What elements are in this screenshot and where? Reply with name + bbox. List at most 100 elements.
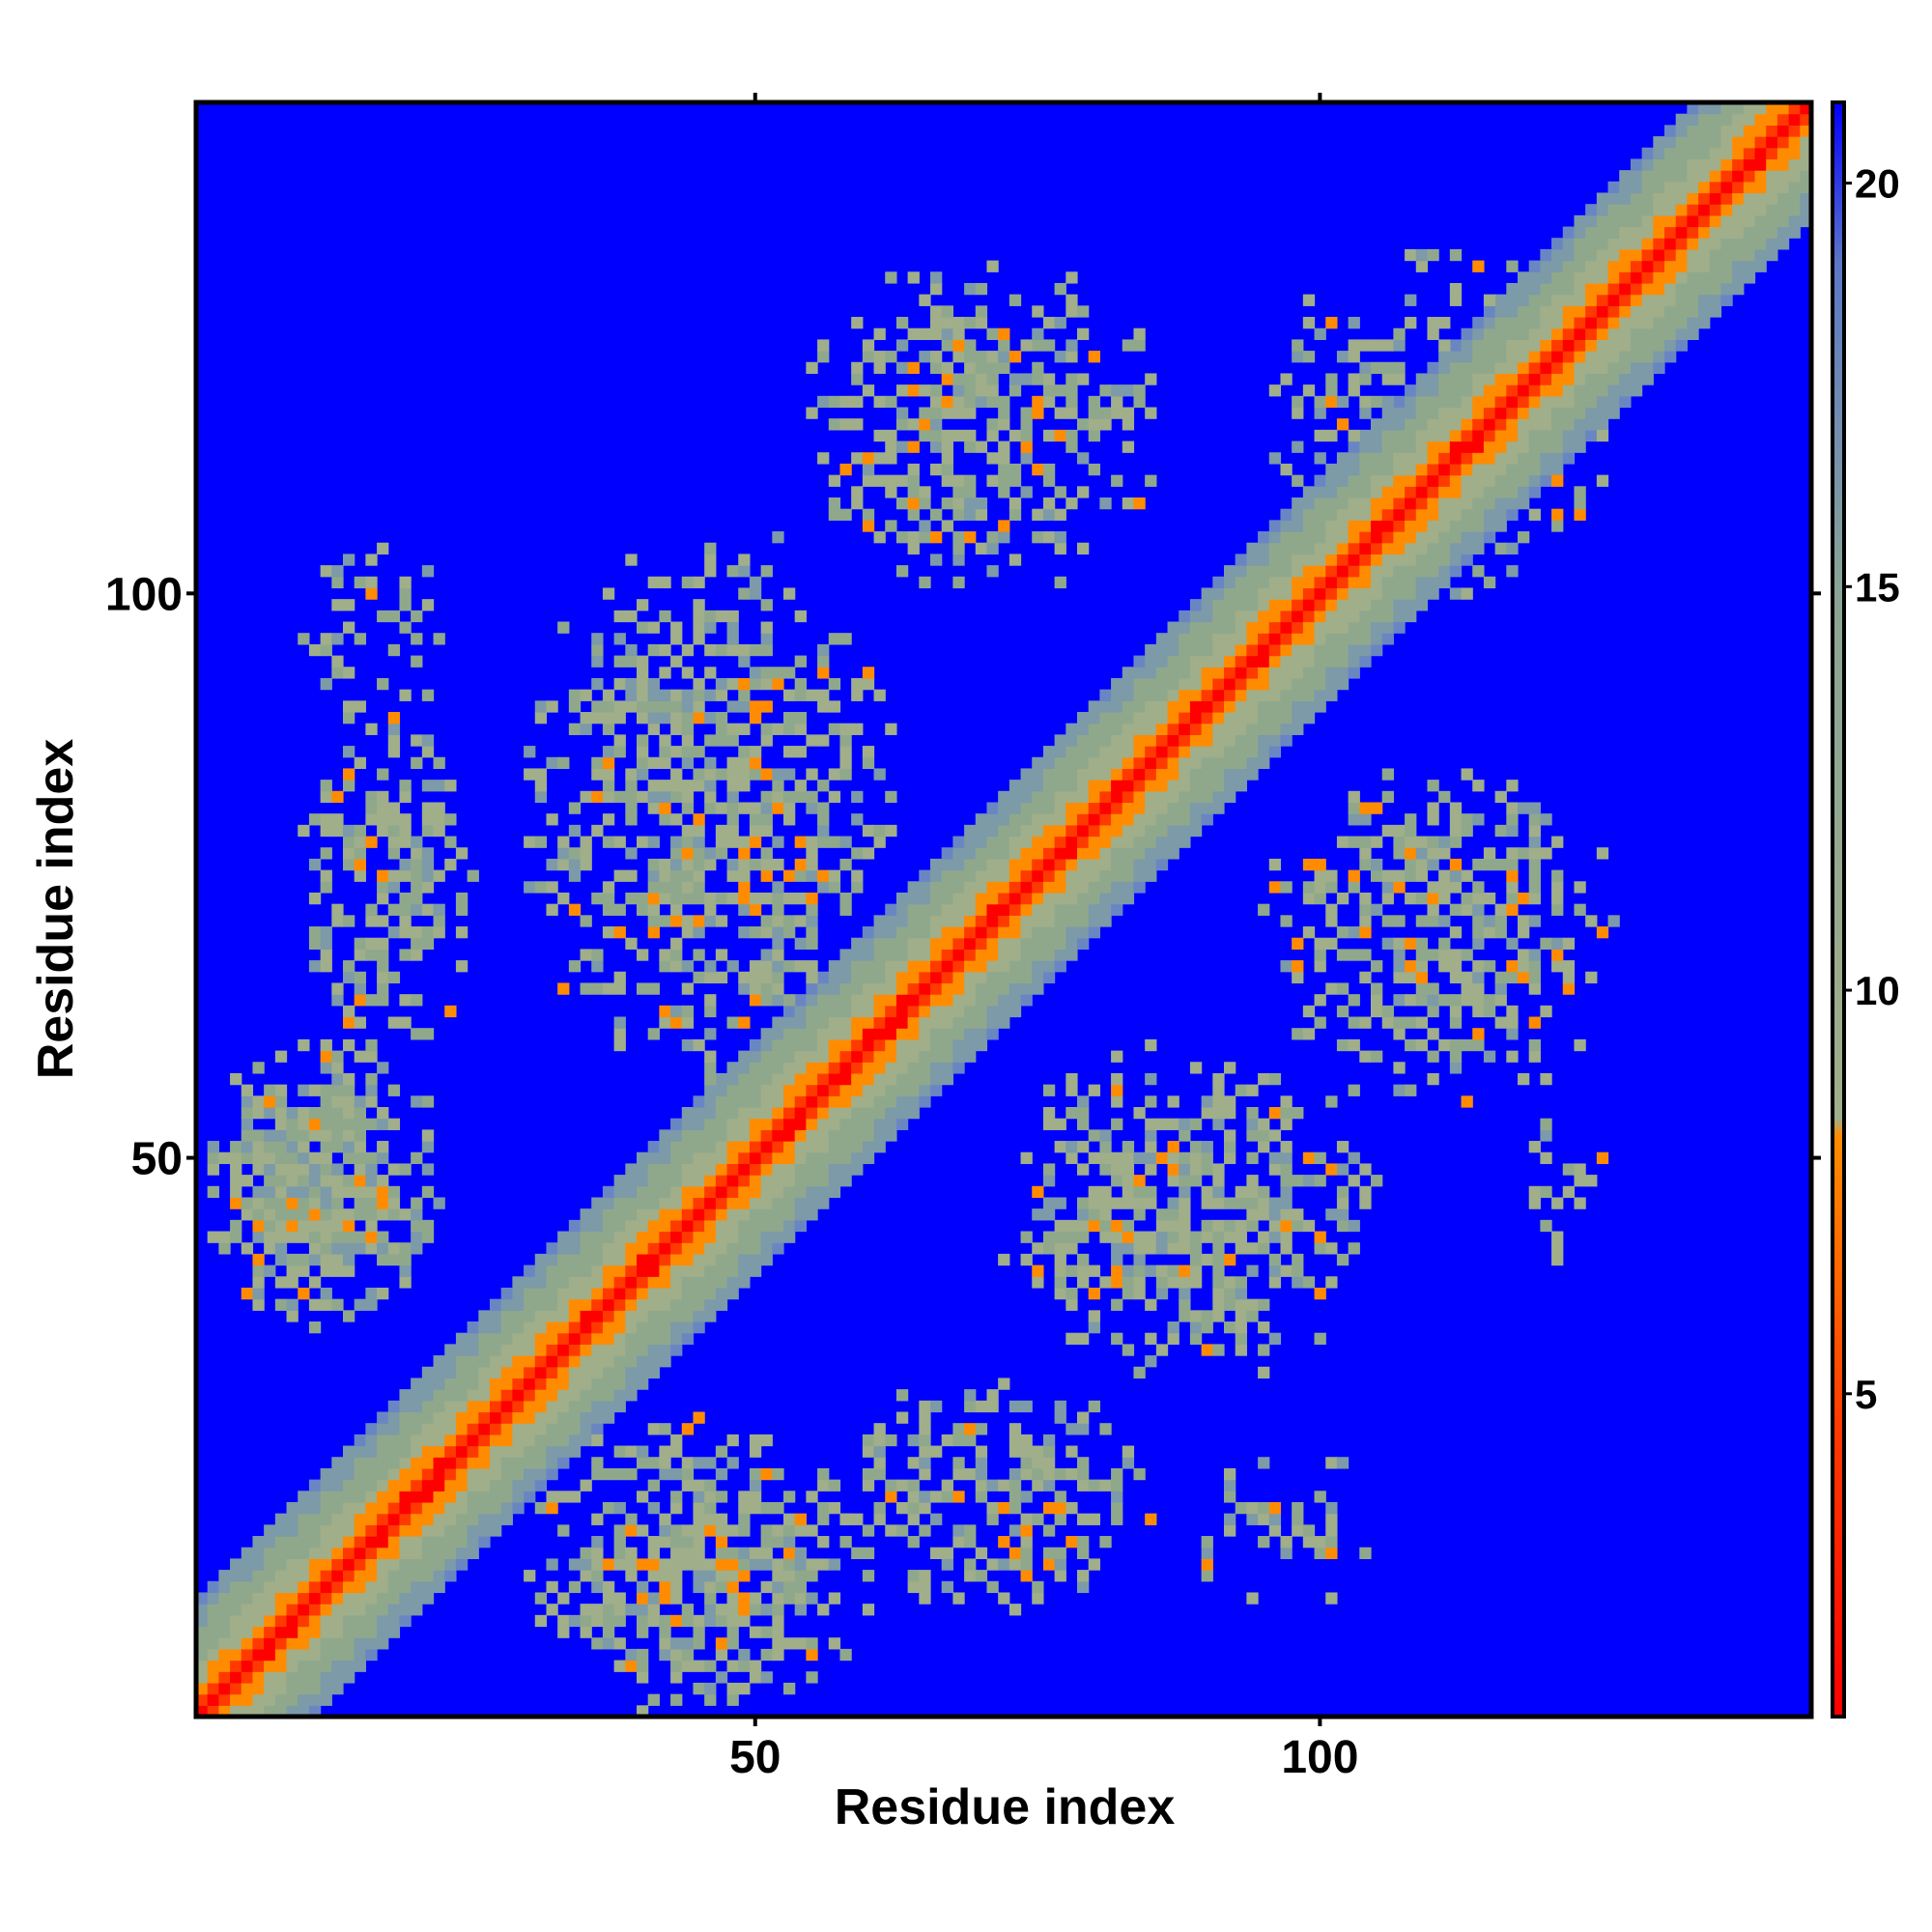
heatmap-cell (975, 497, 988, 510)
heatmap-cell (455, 1400, 469, 1413)
heatmap-cell (1562, 452, 1576, 465)
heatmap-cell (1133, 1276, 1146, 1289)
heatmap-cell (1325, 982, 1338, 995)
heatmap-cell (794, 1038, 807, 1052)
heatmap-cell (602, 926, 615, 939)
heatmap-cell (433, 756, 445, 770)
heatmap-cell (320, 1242, 332, 1255)
heatmap-cell (320, 937, 332, 950)
heatmap-cell (907, 1491, 920, 1503)
heatmap-cell (1472, 463, 1485, 476)
heatmap-cell (693, 1095, 705, 1108)
heatmap-cell (930, 1491, 943, 1503)
heatmap-cell (670, 1660, 683, 1672)
heatmap-cell (354, 1129, 366, 1142)
heatmap-cell (1042, 937, 1056, 950)
heatmap-cell (546, 1344, 558, 1356)
heatmap-cell (343, 599, 355, 611)
heatmap-cell (783, 892, 796, 905)
heatmap-cell (693, 677, 705, 691)
heatmap-cell (637, 1310, 649, 1322)
heatmap-cell (320, 813, 332, 826)
heatmap-cell (241, 1570, 254, 1582)
heatmap-cell (534, 1434, 548, 1447)
heatmap-cell (704, 1242, 717, 1255)
heatmap-cell (365, 1095, 378, 1108)
heatmap-cell (839, 1513, 852, 1525)
heatmap-cell (930, 351, 943, 363)
heatmap-cell (308, 1580, 322, 1594)
heatmap-cell (602, 836, 615, 848)
heatmap-cell (274, 1570, 288, 1582)
heatmap-cell (399, 1501, 412, 1515)
heatmap-cell (749, 1592, 762, 1605)
heatmap-cell (1167, 1095, 1179, 1108)
heatmap-cell (975, 361, 988, 375)
heatmap-cell (1201, 723, 1213, 735)
heatmap-cell (1111, 395, 1123, 409)
heatmap-cell (625, 1513, 638, 1525)
heatmap-cell (794, 1084, 807, 1096)
heatmap-cell (1246, 643, 1259, 657)
heatmap-cell (760, 723, 773, 735)
heatmap-cell (1528, 339, 1541, 352)
heatmap-cell (964, 937, 977, 950)
heatmap-cell (907, 1536, 920, 1548)
heatmap-cell (817, 1604, 830, 1616)
heatmap-cell (783, 1141, 796, 1153)
heatmap-cell (1088, 746, 1100, 758)
heatmap-cell (1099, 1479, 1112, 1492)
heatmap-cell (1122, 756, 1135, 770)
heatmap-cell (1540, 440, 1552, 453)
heatmap-cell (998, 1536, 1010, 1548)
heatmap-cell (930, 463, 943, 476)
heatmap-cell (772, 677, 784, 691)
heatmap-cell (1393, 565, 1406, 578)
heatmap-cell (952, 384, 965, 397)
heatmap-cell (817, 813, 830, 826)
heatmap-cell (1224, 1276, 1236, 1289)
heatmap-cell (1077, 1513, 1090, 1525)
heatmap-cell (637, 734, 649, 747)
heatmap-cell (421, 1400, 435, 1413)
heatmap-cell (964, 971, 977, 984)
heatmap-cell (1438, 531, 1451, 544)
heatmap-cell (1405, 407, 1417, 419)
heatmap-cell (252, 1580, 265, 1594)
heatmap-cell (1494, 373, 1507, 385)
heatmap-cell (1042, 881, 1056, 894)
heatmap-cell (1664, 271, 1677, 284)
heatmap-cell (534, 1592, 548, 1605)
heatmap-cell (1235, 746, 1247, 758)
heatmap-cell (1224, 1062, 1236, 1074)
heatmap-cell (986, 565, 999, 578)
heatmap-cell (1540, 271, 1552, 284)
heatmap-cell (1743, 125, 1756, 137)
heatmap-cell (738, 1129, 751, 1142)
heatmap-cell (1325, 1242, 1338, 1255)
heatmap-cell (704, 689, 717, 701)
heatmap-cell (1009, 847, 1022, 860)
heatmap-cell (738, 780, 751, 792)
heatmap-cell (354, 971, 366, 984)
heatmap-cell (1212, 610, 1225, 623)
heatmap-cell (602, 1264, 615, 1277)
heatmap-cell (1381, 621, 1394, 634)
heatmap-cell (1314, 565, 1326, 578)
heatmap-cell (308, 858, 322, 871)
heatmap-cell (930, 1062, 943, 1074)
heatmap-cell (726, 1614, 739, 1628)
heatmap-cell (490, 1501, 502, 1515)
heatmap-cell (298, 1231, 310, 1243)
heatmap-cell (1359, 463, 1372, 476)
heatmap-cell (760, 1072, 773, 1086)
heatmap-cell (320, 1491, 332, 1503)
heatmap-cell (1280, 1264, 1293, 1277)
heatmap-cell (839, 949, 852, 961)
heatmap-cell (975, 1547, 988, 1560)
heatmap-cell (387, 1253, 401, 1266)
heatmap-cell (1687, 113, 1699, 126)
heatmap-cell (1574, 418, 1586, 431)
heatmap-cell (308, 1321, 322, 1334)
heatmap-cell (964, 1423, 977, 1435)
